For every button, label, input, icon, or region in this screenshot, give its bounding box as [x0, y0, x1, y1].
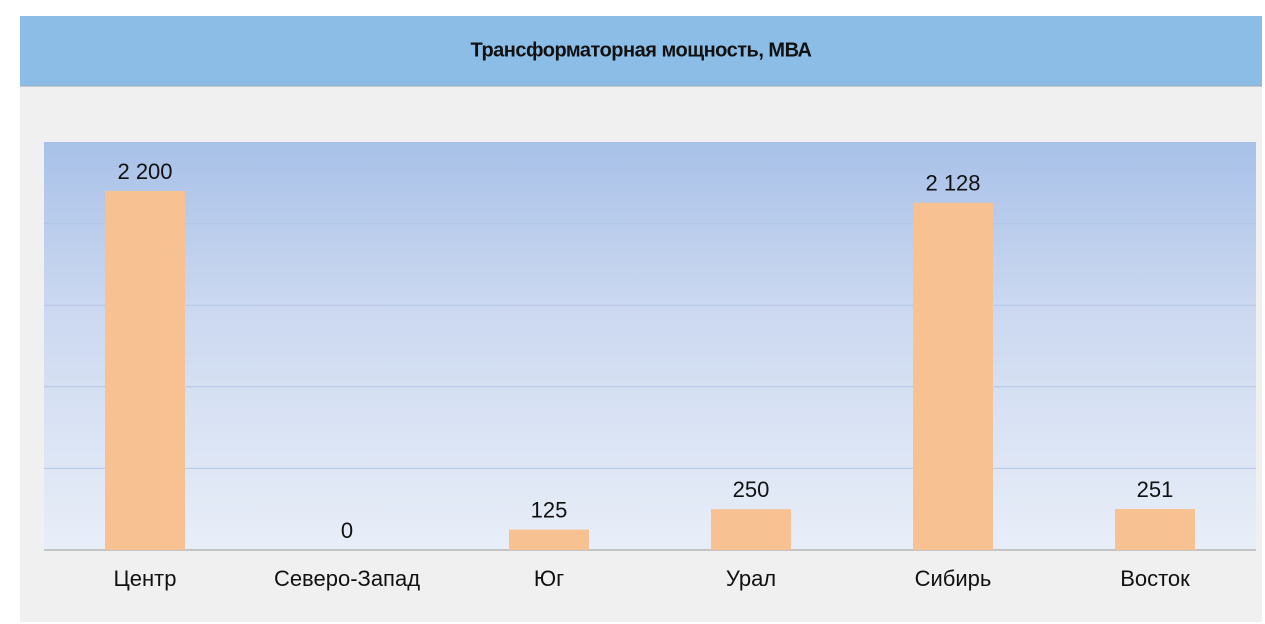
- bar: [509, 529, 589, 550]
- x-tick-label: Сибирь: [915, 566, 992, 591]
- x-tick-label: Северо-Запад: [274, 566, 420, 591]
- x-tick-label: Урал: [726, 566, 776, 591]
- value-label: 251: [1137, 477, 1174, 502]
- bar: [711, 509, 791, 550]
- x-tick-label: Центр: [114, 566, 177, 591]
- value-label: 2 128: [925, 171, 980, 196]
- value-label: 250: [733, 477, 770, 502]
- x-tick-label: Юг: [534, 566, 564, 591]
- bar: [105, 190, 185, 550]
- value-label: 125: [531, 497, 568, 522]
- x-tick-label: Восток: [1120, 566, 1190, 591]
- bar: [1115, 509, 1195, 550]
- chart-title: Трансформаторная мощность, МВА: [471, 39, 812, 61]
- bar: [913, 202, 993, 551]
- plot-area: [44, 142, 1256, 550]
- value-label: 2 200: [117, 159, 172, 184]
- value-label: 0: [341, 518, 353, 543]
- header: [20, 16, 1262, 86]
